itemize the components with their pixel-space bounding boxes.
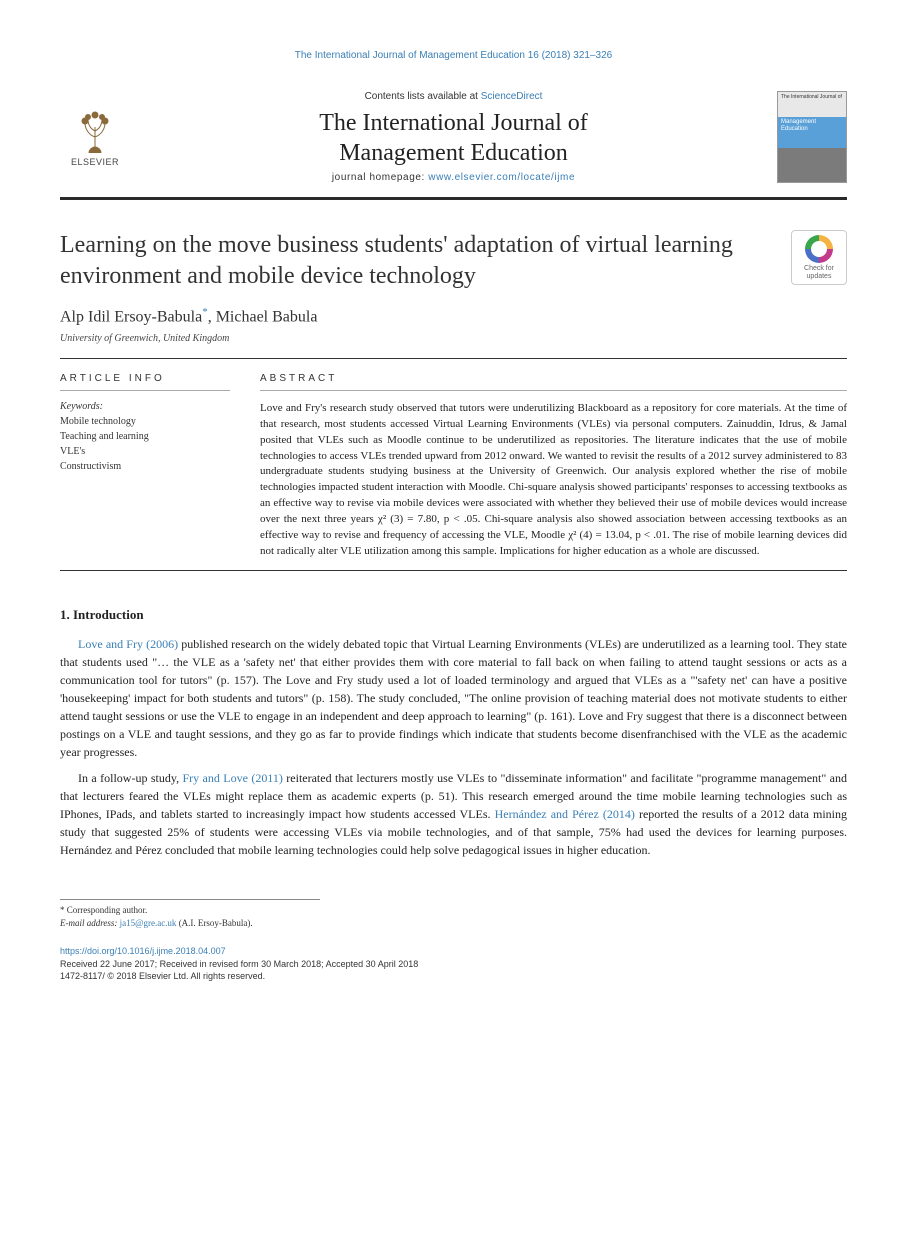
keyword-item: Mobile technology	[60, 414, 230, 429]
corresponding-author-footnote: * Corresponding author.	[60, 904, 320, 917]
citation-link[interactable]: Love and Fry (2006)	[78, 637, 178, 651]
email-label: E-mail address:	[60, 918, 120, 928]
journal-homepage-line: journal homepage: www.elsevier.com/locat…	[130, 172, 777, 183]
masthead: ELSEVIER Contents lists available at Sci…	[60, 81, 847, 200]
abstract-text: Love and Fry's research study observed t…	[260, 401, 847, 560]
contents-available-line: Contents lists available at ScienceDirec…	[130, 91, 777, 102]
article-page: The International Journal of Management …	[0, 0, 907, 1023]
email-suffix: (A.I. Ersoy-Babula).	[176, 918, 252, 928]
article-title: Learning on the move business students' …	[60, 230, 771, 292]
elsevier-tree-icon	[71, 107, 119, 155]
section-heading-introduction: 1. Introduction	[60, 607, 847, 623]
doi-link[interactable]: https://doi.org/10.1016/j.ijme.2018.04.0…	[60, 946, 226, 956]
check-for-updates-button[interactable]: Check for updates	[791, 230, 847, 285]
citation-link[interactable]: Hernández and Pérez (2014)	[495, 807, 635, 821]
contents-prefix: Contents lists available at	[365, 91, 481, 102]
sciencedirect-link[interactable]: ScienceDirect	[481, 91, 543, 102]
keyword-item: VLE's	[60, 444, 230, 459]
journal-title: The International Journal of Management …	[130, 108, 777, 168]
article-history: Received 22 June 2017; Received in revis…	[60, 959, 418, 969]
email-footnote: E-mail address: ja15@gre.ac.uk (A.I. Ers…	[60, 917, 320, 930]
divider-rule	[60, 358, 847, 359]
article-info-heading: ARTICLE INFO	[60, 373, 230, 384]
body-paragraph: Love and Fry (2006) published research o…	[60, 635, 847, 761]
running-head: The International Journal of Management …	[60, 50, 847, 61]
cover-text-top: The International Journal of	[781, 95, 843, 101]
abstract-heading: ABSTRACT	[260, 373, 847, 384]
article-identifiers: https://doi.org/10.1016/j.ijme.2018.04.0…	[60, 945, 847, 983]
copyright-line: 1472-8117/ © 2018 Elsevier Ltd. All righ…	[60, 971, 265, 981]
journal-title-line1: The International Journal of	[319, 110, 588, 136]
publisher-logo[interactable]: ELSEVIER	[60, 107, 130, 167]
abstract-divider	[260, 390, 847, 391]
author-1[interactable]: Alp Idil Ersoy-Babula	[60, 309, 202, 326]
body-paragraph: In a follow-up study, Fry and Love (2011…	[60, 769, 847, 859]
journal-title-line2: Management Education	[339, 140, 568, 166]
paragraph-text: In a follow-up study,	[78, 771, 182, 785]
paragraph-text: published research on the widely debated…	[60, 637, 847, 759]
check-updates-label: Check for updates	[794, 265, 844, 280]
article-info-column: ARTICLE INFO Keywords: Mobile technology…	[60, 373, 230, 560]
abstract-column: ABSTRACT Love and Fry's research study o…	[260, 373, 847, 560]
crossmark-icon	[805, 235, 833, 263]
keyword-item: Constructivism	[60, 459, 230, 474]
author-separator: ,	[208, 309, 216, 326]
footnotes: * Corresponding author. E-mail address: …	[60, 899, 320, 929]
keywords-label: Keywords:	[60, 401, 230, 412]
info-divider	[60, 390, 230, 391]
citation-link[interactable]: Fry and Love (2011)	[182, 771, 282, 785]
author-list: Alp Idil Ersoy-Babula*, Michael Babula	[60, 306, 847, 326]
affiliation: University of Greenwich, United Kingdom	[60, 333, 847, 344]
keywords-list: Mobile technology Teaching and learning …	[60, 414, 230, 474]
homepage-prefix: journal homepage:	[332, 172, 428, 183]
cover-text-journal: Management Education	[781, 119, 843, 132]
journal-cover-thumbnail[interactable]: The International Journal of Management …	[777, 91, 847, 183]
publisher-wordmark: ELSEVIER	[60, 157, 130, 167]
email-link[interactable]: ja15@gre.ac.uk	[120, 918, 177, 928]
journal-homepage-link[interactable]: www.elsevier.com/locate/ijme	[428, 172, 575, 183]
divider-rule	[60, 570, 847, 571]
author-2[interactable]: Michael Babula	[216, 309, 318, 326]
keyword-item: Teaching and learning	[60, 429, 230, 444]
